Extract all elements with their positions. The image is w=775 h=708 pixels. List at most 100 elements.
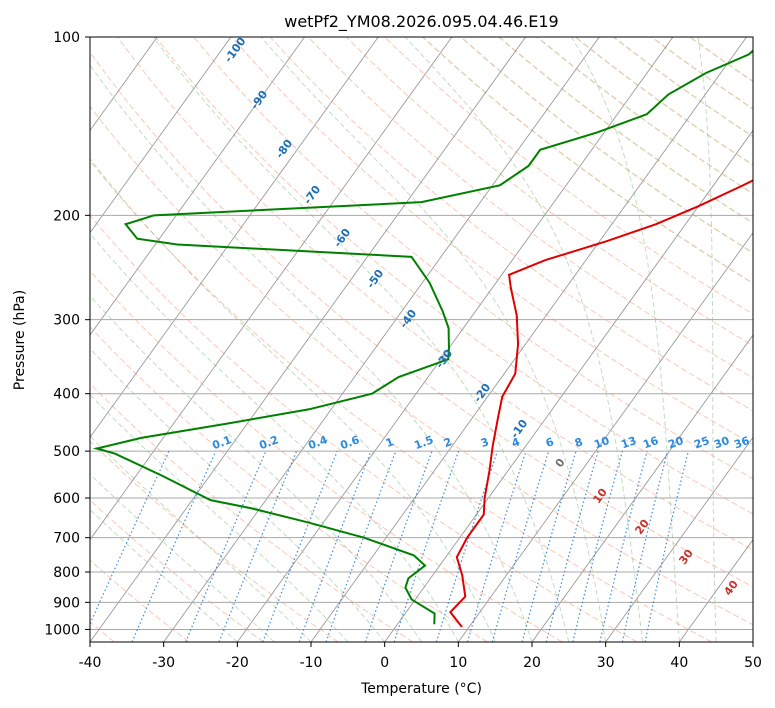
dry-adiabat-line xyxy=(460,37,753,254)
dry-adiabat-line xyxy=(193,37,753,480)
dry-adiabat-line xyxy=(651,37,753,110)
moist-adiabat-line xyxy=(752,546,753,642)
mixing-ratio-label: 13 xyxy=(619,434,638,451)
y-tick-label: 700 xyxy=(53,531,80,547)
x-tick-label: 50 xyxy=(744,655,762,671)
moist-adiabat-line xyxy=(152,37,570,642)
mixing-ratio-line xyxy=(621,450,669,642)
mixing-ratio-label: 10 xyxy=(592,434,611,452)
y-tick-label: 1000 xyxy=(44,622,80,638)
isotherm-label: -50 xyxy=(364,267,386,291)
isotherm-line xyxy=(605,436,753,642)
mixing-ratio-label: 20 xyxy=(666,434,685,452)
mixing-ratio-line xyxy=(491,450,550,642)
mixing-ratio-label: 30 xyxy=(712,434,731,452)
isotherm-line xyxy=(457,231,753,642)
y-tick-label: 400 xyxy=(53,387,80,403)
isotherm-label: 30 xyxy=(676,547,696,567)
isotherm-line xyxy=(384,129,753,642)
x-tick-label: 20 xyxy=(523,655,541,671)
isobars xyxy=(90,37,753,630)
moist-adiabat-line xyxy=(90,295,422,642)
y-axis: 100 200 300 400 500 600 700 800 900 1000 xyxy=(44,30,90,638)
line-labels: -100 -90 -80 -70 -60 -50 -40 -30 -20 -10… xyxy=(210,37,751,598)
isotherm-label: 0 xyxy=(553,456,568,470)
dry-adiabat-line xyxy=(90,105,753,626)
mixing-ratio-label: 0.1 xyxy=(210,433,233,452)
dry-adiabat-line xyxy=(384,37,753,315)
dry-adiabat-line xyxy=(269,37,753,412)
dry-adiabat-line xyxy=(689,37,753,83)
dry-adiabat-line xyxy=(345,37,753,347)
x-tick-label: -30 xyxy=(152,655,175,671)
skewed-isotherms xyxy=(90,37,753,642)
series-group xyxy=(92,49,753,628)
isotherm-line xyxy=(678,538,753,642)
isotherm-label: -60 xyxy=(331,226,353,250)
moist-adiabat-line xyxy=(404,37,643,642)
x-axis-label: Temperature (°C) xyxy=(360,681,482,697)
x-tick-label: 10 xyxy=(449,655,467,671)
x-tick-label: 30 xyxy=(597,655,615,671)
x-tick-label: -20 xyxy=(226,655,249,671)
isotherm-line xyxy=(90,37,379,439)
isotherm-line xyxy=(90,37,453,541)
mixing-ratio-label: 0.6 xyxy=(338,433,361,452)
mixing-ratio-line xyxy=(393,450,460,642)
moist-adiabat-line xyxy=(90,394,349,642)
mixing-ratio-line xyxy=(435,450,499,642)
mixing-ratio-label: 0.4 xyxy=(306,433,329,452)
plot-area: -100 -90 -80 -70 -60 -50 -40 -30 -20 -10… xyxy=(90,37,753,642)
isotherm-label: -70 xyxy=(301,183,323,207)
isotherm-label: -40 xyxy=(397,307,419,331)
moist-adiabat-line xyxy=(571,37,680,642)
mixing-ratio-line xyxy=(218,450,298,642)
mixing-ratio-line xyxy=(131,450,217,642)
mixing-ratio-line xyxy=(90,450,170,626)
dewpoint-line xyxy=(92,49,753,625)
y-tick-label: 800 xyxy=(53,565,80,581)
mixing-ratio-line xyxy=(545,450,599,642)
dry-adiabat-line xyxy=(498,37,753,224)
y-tick-label: 100 xyxy=(53,30,80,46)
mixing-ratio-label: 6 xyxy=(544,435,556,450)
moist-adiabat-line xyxy=(697,37,717,642)
y-tick-label: 300 xyxy=(53,313,80,329)
isotherm-line xyxy=(90,37,232,234)
mixing-ratio-line xyxy=(185,450,267,642)
plot-frame xyxy=(89,36,754,643)
mixing-ratio-line xyxy=(262,450,338,642)
y-tick-label: 600 xyxy=(53,491,80,507)
mixing-ratio-label: 16 xyxy=(641,434,660,452)
dry-adiabat-line xyxy=(155,37,753,515)
y-tick-label: 200 xyxy=(53,208,80,224)
isotherm-line xyxy=(531,334,753,642)
mixing-ratio-label: 1 xyxy=(384,435,396,450)
mixing-ratio-label: 25 xyxy=(692,434,711,451)
mixing-ratio-label: 36 xyxy=(732,434,751,452)
mixing-ratio-label: 2 xyxy=(442,435,454,450)
dry-adiabats xyxy=(90,37,753,642)
dry-adiabat-line xyxy=(90,214,638,642)
moist-adiabats xyxy=(90,37,753,642)
chart-title: wetPf2_YM08.2026.095.04.46.E19 xyxy=(284,12,558,32)
dry-adiabat-line xyxy=(422,37,753,285)
mixing-ratio-label: 3 xyxy=(479,435,491,450)
x-tick-label: -10 xyxy=(300,655,323,671)
mixing-ratio-line xyxy=(521,450,577,642)
dry-adiabat-line xyxy=(90,326,488,642)
mixing-ratio-line xyxy=(466,450,527,642)
dry-adiabat-line xyxy=(90,51,753,588)
y-tick-label: 900 xyxy=(53,595,80,611)
temperature-line xyxy=(449,179,753,628)
mixing-ratio-line xyxy=(599,450,648,642)
isotherm-line xyxy=(163,37,600,642)
mixing-ratio-lines xyxy=(90,450,689,642)
mixing-ratio-line xyxy=(325,450,397,642)
dry-adiabat-line xyxy=(307,37,753,379)
mixing-ratio-label: 8 xyxy=(573,435,585,450)
dry-adiabat-line xyxy=(90,499,264,642)
x-tick-label: -40 xyxy=(79,655,102,671)
x-axis: -40 -30 -20 -10 0 10 20 30 40 50 xyxy=(79,642,762,671)
